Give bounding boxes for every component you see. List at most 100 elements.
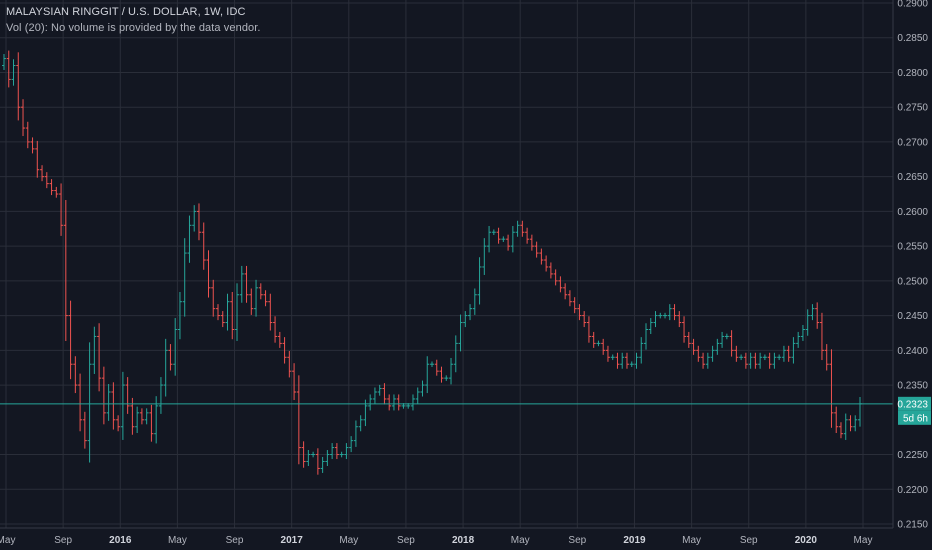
- ohlc-bar[interactable]: [377, 384, 382, 396]
- ohlc-bar[interactable]: [325, 450, 330, 466]
- ohlc-bar[interactable]: [44, 172, 49, 189]
- ohlc-bar[interactable]: [586, 316, 591, 343]
- ohlc-bar[interactable]: [506, 234, 511, 251]
- ohlc-bar[interactable]: [63, 199, 68, 341]
- ohlc-bar[interactable]: [701, 352, 706, 369]
- ohlc-bar[interactable]: [144, 408, 149, 425]
- ohlc-bar[interactable]: [258, 283, 263, 300]
- ohlc-bar[interactable]: [824, 344, 829, 371]
- ohlc-bar[interactable]: [306, 450, 311, 466]
- ohlc-bar[interactable]: [206, 250, 211, 298]
- ohlc-bar[interactable]: [40, 165, 45, 182]
- ohlc-bar[interactable]: [829, 349, 834, 428]
- ohlc-bar[interactable]: [767, 352, 772, 369]
- ohlc-bar[interactable]: [292, 363, 297, 401]
- ohlc-bar[interactable]: [368, 394, 373, 411]
- ohlc-bar[interactable]: [35, 140, 40, 178]
- ohlc-bar[interactable]: [25, 121, 30, 149]
- ohlc-bar[interactable]: [686, 331, 691, 348]
- ohlc-bar[interactable]: [187, 215, 192, 263]
- ohlc-bar[interactable]: [277, 331, 282, 348]
- ohlc-bar[interactable]: [311, 451, 316, 458]
- ohlc-bar[interactable]: [781, 345, 786, 362]
- ohlc-bar[interactable]: [724, 333, 729, 340]
- ohlc-bar[interactable]: [819, 312, 824, 361]
- ohlc-bar[interactable]: [672, 304, 677, 321]
- ohlc-bar[interactable]: [239, 265, 244, 303]
- ohlc-bar[interactable]: [135, 406, 140, 433]
- ohlc-bar[interactable]: [791, 337, 796, 364]
- ohlc-bar[interactable]: [410, 394, 415, 411]
- ohlc-bar[interactable]: [30, 137, 35, 154]
- ohlc-bar[interactable]: [800, 324, 805, 341]
- ohlc-bar[interactable]: [843, 413, 848, 440]
- ohlc-bar[interactable]: [563, 283, 568, 300]
- ohlc-bar[interactable]: [601, 338, 606, 355]
- ohlc-bar[interactable]: [263, 290, 268, 307]
- ohlc-bar[interactable]: [848, 415, 853, 432]
- ohlc-bar[interactable]: [73, 356, 78, 394]
- ohlc-bar[interactable]: [382, 383, 387, 405]
- ohlc-bar[interactable]: [353, 420, 358, 447]
- ohlc-bar[interactable]: [11, 59, 16, 86]
- ohlc-bar[interactable]: [439, 366, 444, 383]
- ohlc-bar[interactable]: [691, 338, 696, 355]
- ohlc-bar[interactable]: [463, 311, 468, 328]
- ohlc-bar[interactable]: [420, 380, 425, 397]
- ohlc-bar[interactable]: [349, 436, 354, 453]
- ohlc-bar[interactable]: [425, 356, 430, 394]
- ohlc-bar[interactable]: [491, 229, 496, 236]
- ohlc-bar[interactable]: [182, 238, 187, 317]
- ohlc-bar[interactable]: [805, 309, 810, 336]
- ohlc-bar[interactable]: [624, 352, 629, 369]
- ohlc-bar[interactable]: [111, 382, 116, 430]
- ohlc-bar[interactable]: [87, 342, 92, 463]
- price-axis[interactable]: 0.2900 0.2850 0.2800 0.2750 0.2700 0.2650 0.26…: [897, 0, 928, 531]
- ohlc-bar[interactable]: [230, 291, 235, 340]
- ohlc-bar[interactable]: [59, 183, 64, 236]
- ohlc-bar[interactable]: [339, 451, 344, 458]
- ohlc-bar[interactable]: [101, 366, 106, 425]
- ohlc-bar[interactable]: [97, 323, 102, 392]
- ohlc-bar[interactable]: [615, 352, 620, 369]
- ohlc-bar[interactable]: [515, 220, 520, 237]
- ohlc-bar[interactable]: [525, 227, 530, 244]
- ohlc-bar[interactable]: [520, 220, 525, 237]
- ohlc-bar[interactable]: [49, 179, 54, 196]
- ohlc-bar[interactable]: [458, 314, 463, 352]
- ohlc-bar[interactable]: [658, 312, 663, 319]
- ohlc-bar[interactable]: [434, 359, 439, 376]
- ohlc-bar[interactable]: [739, 354, 744, 361]
- ohlc-bar[interactable]: [149, 404, 154, 442]
- ohlc-bar[interactable]: [648, 318, 653, 335]
- ohlc-bar[interactable]: [120, 371, 125, 440]
- ohlc-bar[interactable]: [168, 344, 173, 371]
- ohlc-bar[interactable]: [82, 411, 87, 449]
- ohlc-bar[interactable]: [634, 352, 639, 369]
- ohlc-bar[interactable]: [682, 316, 687, 343]
- ohlc-bar[interactable]: [501, 236, 506, 242]
- ohlc-bar[interactable]: [177, 291, 182, 340]
- ohlc-bar[interactable]: [772, 352, 777, 369]
- ohlc-bar[interactable]: [553, 269, 558, 286]
- ohlc-bar[interactable]: [720, 331, 725, 348]
- ohlc-bar[interactable]: [572, 297, 577, 314]
- ohlc-bar[interactable]: [116, 415, 121, 432]
- ohlc-bar[interactable]: [372, 387, 377, 404]
- ohlc-bar[interactable]: [301, 441, 306, 468]
- ohlc-bar[interactable]: [610, 354, 615, 361]
- ohlc-bar[interactable]: [106, 384, 111, 421]
- ohlc-bar[interactable]: [777, 354, 782, 361]
- ohlc-bar[interactable]: [268, 293, 273, 331]
- ohlc-bar[interactable]: [173, 318, 178, 376]
- ohlc-bar[interactable]: [743, 352, 748, 369]
- ohlc-bar[interactable]: [834, 406, 839, 433]
- ohlc-bar[interactable]: [468, 304, 473, 321]
- ohlc-bar[interactable]: [211, 279, 216, 317]
- ohlc-bar[interactable]: [629, 361, 634, 368]
- ohlc-bar[interactable]: [838, 422, 843, 439]
- ohlc-bar[interactable]: [644, 323, 648, 350]
- ohlc-bar[interactable]: [534, 241, 539, 258]
- ohlc-bar[interactable]: [92, 326, 97, 374]
